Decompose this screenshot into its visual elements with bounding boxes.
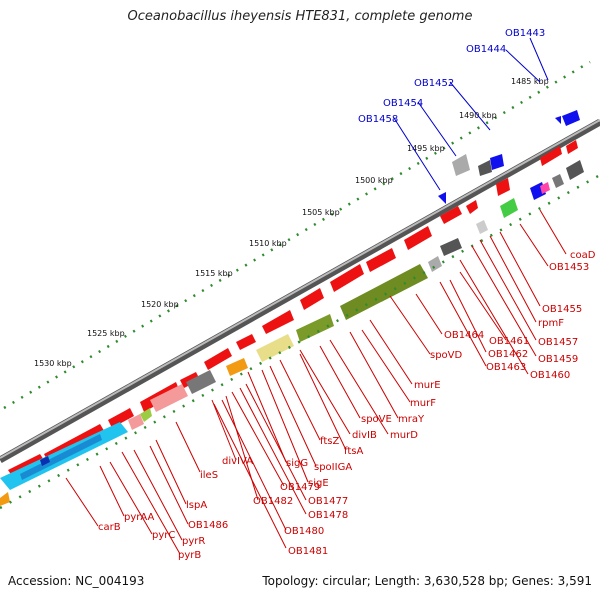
gene-label: OB1462: [488, 349, 528, 360]
gene-ob1454: [478, 160, 492, 176]
gene-label: ftsZ: [320, 436, 339, 447]
gene-label: OB1482: [253, 496, 293, 507]
gene-label: murF: [410, 398, 436, 409]
gene-label: pyrB: [178, 550, 201, 561]
gene-label: pyrC: [152, 530, 175, 541]
gene-label: spoVE: [361, 414, 392, 425]
ruler-label: 1530 kbp: [34, 359, 72, 368]
gene-label: mraY: [398, 414, 425, 425]
red-labels: coaD OB1453 OB1455 rpmF OB1457 OB1459 OB…: [98, 250, 596, 561]
ruler-label: 1505 kbp: [302, 208, 340, 217]
gene-label: OB1478: [308, 510, 348, 521]
ruler-label: 1510 kbp: [249, 239, 287, 248]
gene-label: OB1480: [284, 526, 324, 537]
gene-label: lspA: [186, 500, 207, 511]
gene-label: OB1453: [549, 262, 589, 273]
gene-label: OB1459: [538, 354, 578, 365]
gene-label: divIB: [352, 430, 377, 441]
gene-label: divIVA: [222, 456, 253, 467]
gene-label: coaD: [570, 250, 596, 261]
gene-label: OB1444: [466, 44, 506, 55]
gene-label: rpmF: [538, 318, 564, 329]
outer-tick-ring: [3, 60, 591, 410]
genome-backbone: [0, 118, 600, 464]
gene-label: OB1486: [188, 520, 228, 531]
gene-label: sigG: [286, 458, 308, 469]
ruler-label: 1485 kbp: [511, 77, 549, 86]
gene-label: OB1479: [280, 482, 320, 493]
gene-label: OB1477: [308, 496, 348, 507]
gene-label: ftsA: [344, 446, 363, 457]
gene-label: OB1457: [538, 337, 578, 348]
ruler-label: 1515 kbp: [195, 269, 233, 278]
gene-label: OB1464: [444, 330, 484, 341]
feature-band: [0, 160, 584, 506]
ruler-label: 1495 kbp: [407, 144, 445, 153]
gene-label: OB1443: [505, 28, 545, 39]
accession-text: Accession: NC_004193: [8, 574, 145, 588]
gene-ob1443: [562, 110, 580, 126]
gene-label: ileS: [200, 470, 218, 481]
gene-label: murE: [414, 380, 441, 391]
gene-label: OB1460: [530, 370, 570, 381]
gene-label: spoIIGA: [314, 462, 352, 473]
gene-label: OB1455: [542, 304, 582, 315]
gene-label: OB1481: [288, 546, 328, 557]
gene-ob1458: [438, 192, 446, 204]
ruler-label: 1500 kbp: [355, 176, 393, 185]
gene-label: OB1454: [383, 98, 423, 109]
reverse-strand-genes: [438, 110, 580, 204]
gene-ob1455: [452, 154, 470, 176]
gene-label: spoVD: [430, 350, 463, 361]
gene-label: OB1461: [489, 336, 529, 347]
gene-label: OB1458: [358, 114, 398, 125]
gene-label: carB: [98, 522, 121, 533]
blue-labels: OB1443 OB1444 OB1452 OB1454 OB1458: [358, 28, 545, 125]
ruler-label: 1525 kbp: [87, 329, 125, 338]
gene-label: pyrAA: [124, 512, 154, 523]
gene-label: OB1463: [486, 362, 526, 373]
topology-text: Topology: circular; Length: 3,630,528 bp…: [262, 574, 592, 588]
gene-ob1452: [490, 154, 504, 170]
gene-label: pyrR: [182, 536, 205, 547]
ruler-labels: 1485 kbp 1490 kbp 1495 kbp 1500 kbp 1505…: [34, 77, 549, 368]
gene-label: OB1452: [414, 78, 454, 89]
gene-ob1444: [555, 116, 561, 124]
map-title: Oceanobacillus iheyensis HTE831, complet…: [127, 9, 473, 24]
ruler-label: 1520 kbp: [141, 300, 179, 309]
gene-label: murD: [390, 430, 418, 441]
forward-strand-genes: [8, 140, 578, 476]
gene-label: sigE: [308, 478, 329, 489]
